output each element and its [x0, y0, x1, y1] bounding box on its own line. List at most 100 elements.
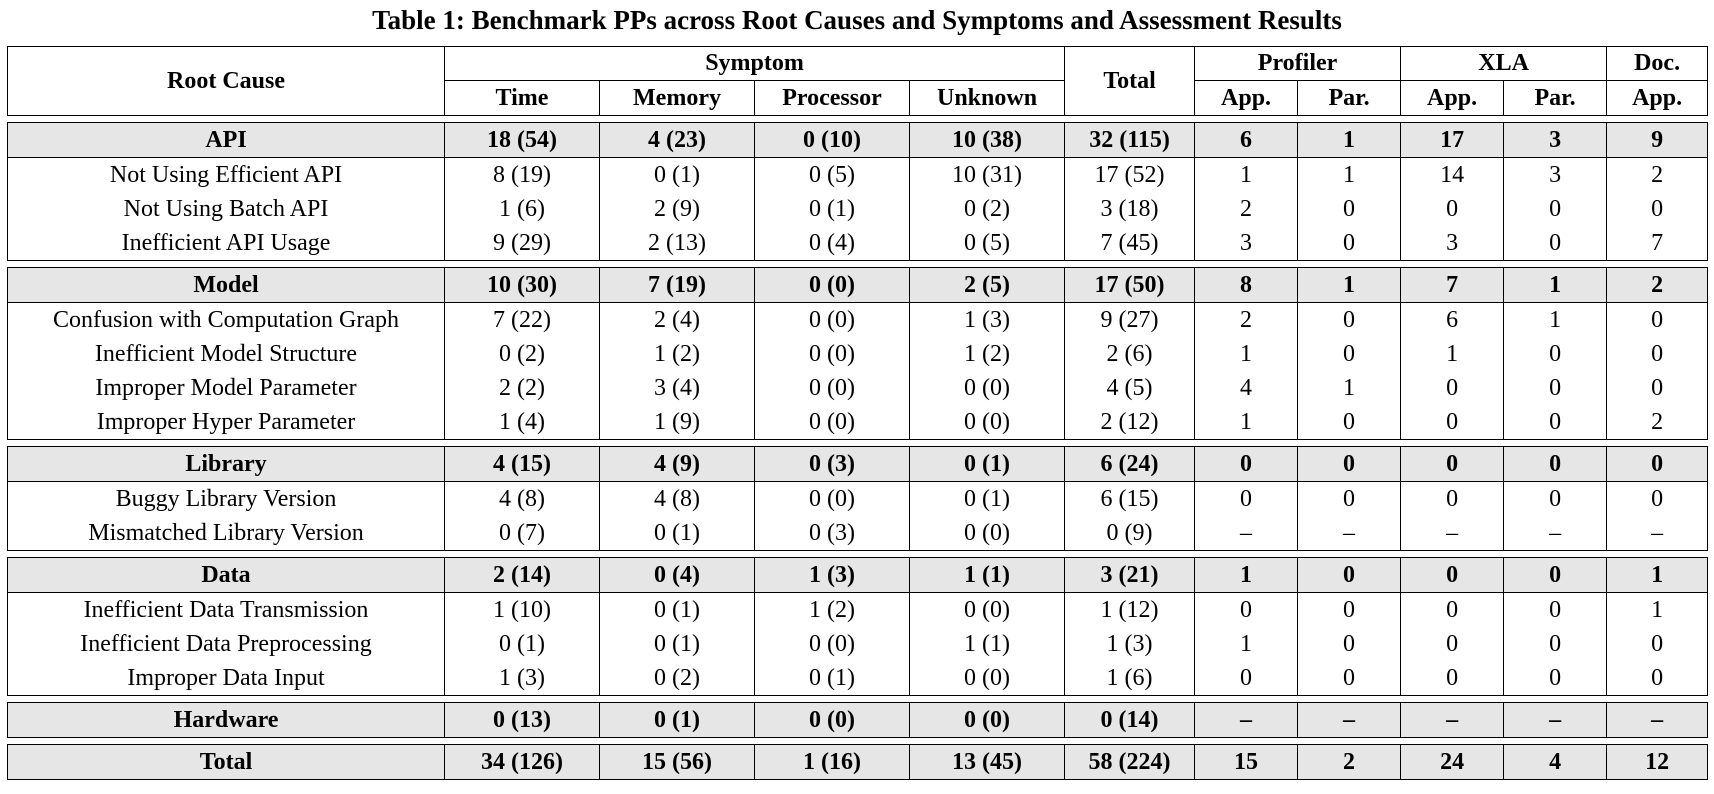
header-row-1: Root Cause Symptom Total Profiler XLA Do… [7, 46, 1709, 116]
group-name: Hardware [7, 702, 445, 738]
group-cell: 13 (45) [909, 744, 1066, 780]
table-cell: 0 (2) [599, 661, 755, 696]
table-cell: 0 [1297, 337, 1402, 371]
table-cell: – [1194, 516, 1299, 551]
group-row-data: Data 2 (14) 0 (4) 1 (3) 1 (1) 3 (21) 1 0 0 0 1 [7, 557, 1709, 593]
group-name: API [7, 122, 445, 158]
group-cell: 0 (0) [754, 267, 910, 303]
group-cell: 1 [1297, 122, 1402, 158]
table-cell: 9 (29) [444, 226, 600, 261]
group-cell: 0 (0) [754, 702, 910, 738]
table-cell: 2 [1194, 302, 1299, 337]
group-cell: 10 (30) [444, 267, 600, 303]
table-cell: 1 [1400, 337, 1505, 371]
table-cell: 2 [1194, 192, 1299, 226]
group-cell: 0 [1503, 446, 1608, 482]
table-cell: 0 [1606, 371, 1709, 405]
row-label: Not Using Batch API [7, 192, 445, 226]
group-name: Library [7, 446, 445, 482]
table-cell: 0 [1400, 371, 1505, 405]
table-cell: 7 [1606, 226, 1709, 261]
table-cell: 0 [1400, 481, 1505, 516]
group-cell: – [1503, 702, 1608, 738]
group-row-hardware: Hardware 0 (13) 0 (1) 0 (0) 0 (0) 0 (14) – – – – – [7, 702, 1709, 738]
group-cell: 0 [1400, 557, 1505, 593]
group-cell: 1 (16) [754, 744, 910, 780]
table-cell: 1 [1194, 405, 1299, 440]
table-cell: 0 [1503, 592, 1608, 627]
table-cell: 0 (0) [754, 302, 910, 337]
table-cell: 0 [1400, 405, 1505, 440]
table-cell: 0 [1503, 481, 1608, 516]
table-cell: 0 (0) [754, 337, 910, 371]
group-cell: 3 [1503, 122, 1608, 158]
table-caption: Table 1: Benchmark PPs across Root Cause… [372, 5, 1342, 35]
group-cell: 2 [1297, 744, 1402, 780]
group-cell: 15 [1194, 744, 1299, 780]
group-cell: 1 (1) [909, 557, 1066, 593]
table-cell: 2 [1606, 405, 1709, 440]
table-cell: 1 [1297, 371, 1402, 405]
row-label: Inefficient API Usage [7, 226, 445, 261]
group-cell: 9 [1606, 122, 1709, 158]
table-cell: 0 (1) [599, 516, 755, 551]
table-cell: 0 (0) [909, 371, 1066, 405]
header-xla: XLA [1400, 46, 1608, 81]
table-cell: 0 [1503, 405, 1608, 440]
table-body: API 18 (54) 4 (23) 0 (10) 10 (38) 32 (115) 6 1 1… [7, 116, 1709, 780]
group-cell: 0 (3) [754, 446, 910, 482]
header-doc: Doc. [1606, 46, 1709, 81]
table-cell: 0 (4) [754, 226, 910, 261]
table-cell: 4 (8) [599, 481, 755, 516]
table-cell: 0 [1606, 192, 1709, 226]
group-cell: 0 (1) [909, 446, 1066, 482]
results-table-container: Root Cause Symptom Total Profiler XLA Do… [7, 46, 1709, 780]
row-label: Inefficient Data Preprocessing [7, 627, 445, 661]
group-spacer [8, 261, 1708, 268]
table-cell: 1 (2) [599, 337, 755, 371]
table-row: Confusion with Computation Graph 7 (22) 2 … [7, 302, 1709, 337]
group-cell: – [1606, 702, 1709, 738]
table-cell: 0 (5) [754, 157, 910, 192]
table-cell: 7 (22) [444, 302, 600, 337]
table-cell: 3 [1503, 157, 1608, 192]
table-row: Not Using Efficient API 8 (19) 0 (1) 0 (5) 1… [7, 157, 1709, 192]
row-label: Improper Model Parameter [7, 371, 445, 405]
table-cell: 0 [1606, 302, 1709, 337]
header-xla-par: Par. [1503, 80, 1608, 116]
table-cell: 0 [1606, 481, 1709, 516]
header-time: Time [444, 80, 600, 116]
table-cell: 2 (6) [1064, 337, 1196, 371]
header-total: Total [1064, 46, 1196, 116]
group-cell: 6 [1194, 122, 1299, 158]
table-cell: 0 (0) [754, 371, 910, 405]
group-cell: 0 [1606, 446, 1709, 482]
group-cell: 17 [1400, 122, 1505, 158]
group-cell: 0 (1) [599, 702, 755, 738]
table-row: Inefficient Data Transmission 1 (10) 0 (1)… [7, 592, 1709, 627]
table-cell: 0 (1) [599, 627, 755, 661]
table-cell: 0 [1194, 661, 1299, 696]
table-cell: 4 [1194, 371, 1299, 405]
table-cell: 8 (19) [444, 157, 600, 192]
table-cell: – [1400, 516, 1505, 551]
header-processor: Processor [754, 80, 910, 116]
table-cell: 4 (8) [444, 481, 600, 516]
group-cell: 0 [1297, 446, 1402, 482]
header-doc-app: App. [1606, 80, 1709, 116]
header-profiler-app: App. [1194, 80, 1299, 116]
table-cell: 2 (2) [444, 371, 600, 405]
group-cell: 15 (56) [599, 744, 755, 780]
table-row: Improper Hyper Parameter 1 (4) 1 (9) 0 (0) 0… [7, 405, 1709, 440]
table-cell: – [1606, 516, 1709, 551]
results-table: Root Cause Symptom Total Profiler XLA Do… [7, 46, 1709, 780]
table-cell: 0 (0) [754, 405, 910, 440]
table-row: Inefficient Data Preprocessing 0 (1) 0 (1)… [7, 627, 1709, 661]
table-cell: 4 (5) [1064, 371, 1196, 405]
row-label: Inefficient Model Structure [7, 337, 445, 371]
group-cell: 1 (3) [754, 557, 910, 593]
table-row: Mismatched Library Version 0 (7) 0 (1) 0 (3… [7, 516, 1709, 551]
group-cell: 4 (15) [444, 446, 600, 482]
table-cell: 1 (3) [444, 661, 600, 696]
group-cell: – [1194, 702, 1299, 738]
